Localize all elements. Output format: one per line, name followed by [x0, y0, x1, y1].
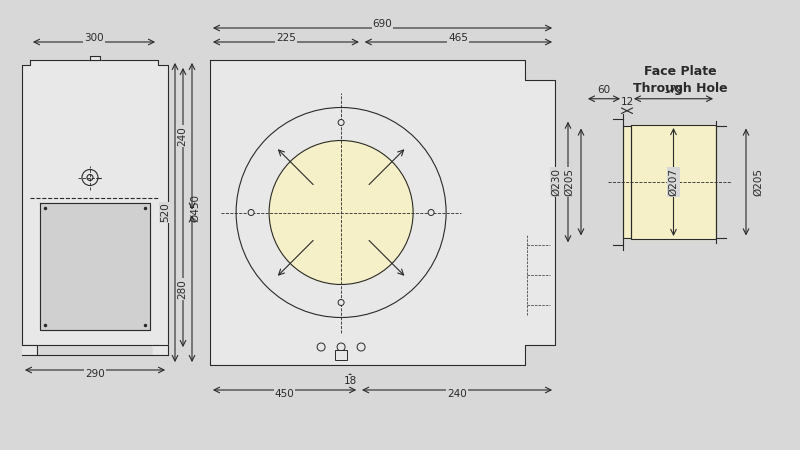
- Circle shape: [357, 343, 365, 351]
- Text: 240: 240: [177, 126, 187, 146]
- Text: 225: 225: [276, 33, 296, 43]
- Text: Ø207: Ø207: [669, 168, 678, 196]
- Text: 290: 290: [85, 369, 105, 379]
- Polygon shape: [22, 345, 37, 355]
- Text: Ø230: Ø230: [551, 168, 561, 196]
- Text: Ø205: Ø205: [753, 168, 763, 196]
- Text: Ø450: Ø450: [190, 194, 200, 221]
- Text: 280: 280: [177, 279, 187, 299]
- Polygon shape: [90, 56, 100, 60]
- Circle shape: [248, 210, 254, 216]
- Bar: [335, 350, 347, 360]
- Polygon shape: [102, 176, 105, 180]
- Text: Face Plate
Through Hole: Face Plate Through Hole: [633, 65, 727, 95]
- Text: 520: 520: [160, 202, 170, 222]
- Text: 240: 240: [447, 389, 467, 399]
- Text: 18: 18: [343, 376, 357, 386]
- Text: 60: 60: [598, 85, 610, 95]
- Text: 179: 179: [663, 85, 683, 95]
- Circle shape: [337, 343, 345, 351]
- Text: 465: 465: [449, 33, 468, 43]
- Text: 300: 300: [84, 33, 104, 43]
- Polygon shape: [631, 125, 716, 239]
- Polygon shape: [22, 60, 168, 350]
- Polygon shape: [40, 202, 150, 330]
- Text: 690: 690: [373, 19, 392, 29]
- Circle shape: [317, 343, 325, 351]
- Polygon shape: [623, 126, 631, 238]
- Circle shape: [338, 120, 344, 126]
- Circle shape: [428, 210, 434, 216]
- Text: Ø205: Ø205: [564, 168, 574, 196]
- Circle shape: [269, 140, 413, 284]
- Text: 450: 450: [274, 389, 294, 399]
- Circle shape: [338, 300, 344, 306]
- Polygon shape: [153, 345, 168, 355]
- Text: 12: 12: [620, 97, 634, 107]
- Polygon shape: [210, 60, 555, 365]
